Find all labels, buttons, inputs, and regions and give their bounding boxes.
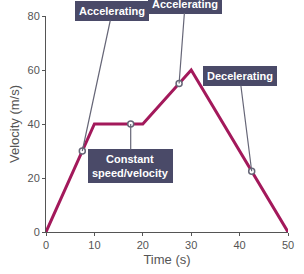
svg-text:20: 20 — [28, 172, 40, 184]
svg-text:80: 80 — [28, 10, 40, 22]
svg-text:20: 20 — [137, 239, 149, 251]
svg-text:40: 40 — [28, 118, 40, 130]
svg-text:Accelerating: Accelerating — [79, 5, 145, 17]
svg-text:Decelerating: Decelerating — [207, 70, 273, 82]
svg-text:Velocity (m/s): Velocity (m/s) — [7, 85, 22, 163]
svg-text:Accelerating: Accelerating — [152, 0, 218, 10]
svg-text:50: 50 — [282, 239, 294, 251]
svg-text:Constantspeed/velocity: Constantspeed/velocity — [92, 153, 169, 179]
svg-text:Time (s): Time (s) — [143, 252, 190, 267]
svg-text:0: 0 — [43, 239, 49, 251]
svg-text:60: 60 — [28, 64, 40, 76]
svg-text:0: 0 — [34, 226, 40, 238]
svg-text:40: 40 — [233, 239, 245, 251]
svg-text:30: 30 — [185, 239, 197, 251]
svg-text:10: 10 — [88, 239, 100, 251]
